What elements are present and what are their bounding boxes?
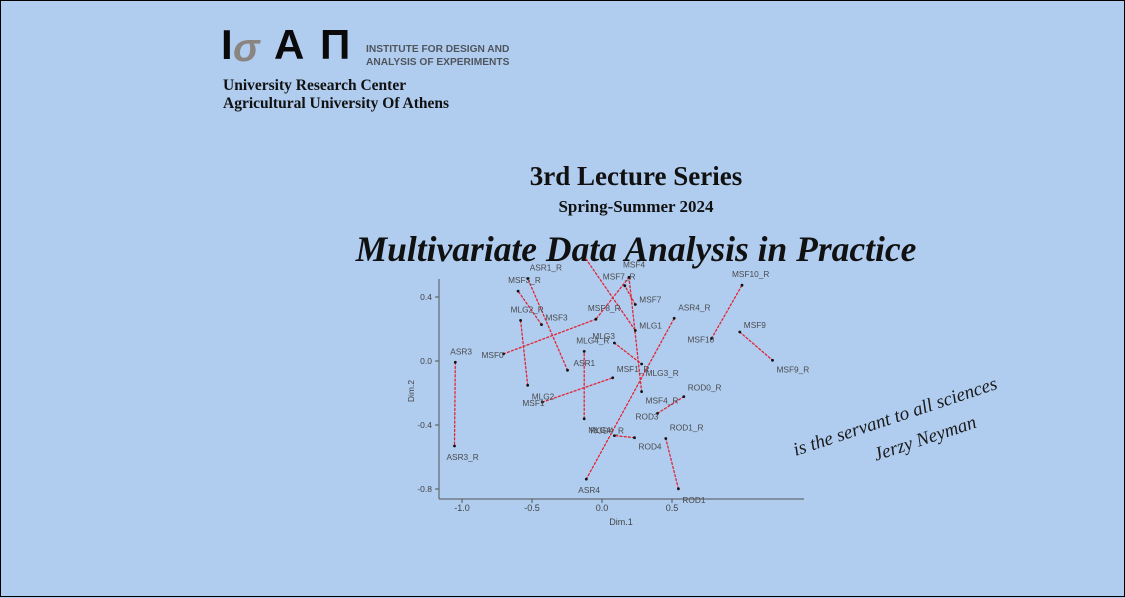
svg-text:MSF10: MSF10 — [688, 335, 715, 345]
svg-text:MSF9_R: MSF9_R — [777, 364, 810, 374]
svg-text:-1.0: -1.0 — [454, 503, 470, 513]
svg-text:0.0: 0.0 — [596, 503, 609, 513]
svg-text:ROD1: ROD1 — [682, 495, 705, 505]
svg-text:ASR3: ASR3 — [450, 346, 472, 356]
svg-text:MSF8_R: MSF8_R — [588, 303, 621, 313]
svg-text:MSF7: MSF7 — [639, 295, 662, 305]
svg-text:ASR4: ASR4 — [578, 485, 600, 495]
svg-text:MSF0: MSF0 — [482, 350, 505, 360]
svg-text:MSF4: MSF4 — [623, 259, 646, 269]
svg-text:ASR1_R: ASR1_R — [530, 263, 562, 273]
svg-text:ROD4: ROD4 — [639, 442, 662, 452]
svg-text:ROD1_R: ROD1_R — [670, 423, 704, 433]
svg-text:0.4: 0.4 — [420, 292, 432, 302]
svg-text:-0.5: -0.5 — [524, 503, 540, 513]
svg-text:MSF3_R: MSF3_R — [508, 275, 541, 285]
svg-text:MSF4_R: MSF4_R — [646, 396, 679, 406]
svg-text:MSF3: MSF3 — [546, 313, 569, 323]
svg-text:ROD3: ROD3 — [636, 411, 659, 421]
svg-text:ASR1: ASR1 — [574, 358, 596, 368]
svg-text:ROD4_R: ROD4_R — [590, 426, 624, 436]
svg-text:-0.4: -0.4 — [417, 420, 432, 430]
svg-text:Dim.1: Dim.1 — [609, 517, 633, 527]
svg-text:MLG1: MLG1 — [639, 321, 662, 331]
svg-text:ASR4_R: ASR4_R — [678, 302, 710, 312]
svg-text:ASR3_R: ASR3_R — [447, 452, 479, 462]
svg-text:MLG3_R: MLG3_R — [646, 368, 679, 378]
svg-text:MSF1_R: MSF1_R — [617, 364, 650, 374]
svg-text:MLG2_R: MLG2_R — [511, 304, 544, 314]
svg-text:MLG4_R: MLG4_R — [576, 335, 609, 345]
svg-text:Dim.2: Dim.2 — [406, 380, 416, 402]
svg-text:MSF7_R: MSF7_R — [603, 272, 636, 282]
svg-text:ROD0_R: ROD0_R — [688, 383, 722, 393]
svg-text:0.5: 0.5 — [666, 503, 679, 513]
svg-text:0.0: 0.0 — [420, 356, 432, 366]
svg-text:-0.8: -0.8 — [417, 484, 432, 494]
svg-text:MSF1: MSF1 — [522, 398, 545, 408]
svg-text:MSF9: MSF9 — [744, 320, 767, 330]
svg-text:MSF10_R: MSF10_R — [732, 269, 769, 279]
